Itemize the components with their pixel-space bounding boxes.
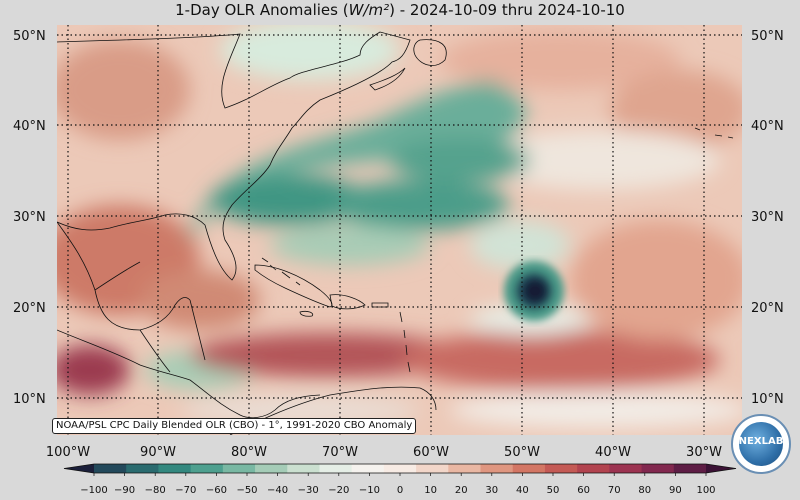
colorbar-cell bbox=[416, 464, 449, 473]
lon-labels: 100°W 90°W 80°W 70°W 60°W 50°W 40°W 30°W bbox=[46, 445, 722, 460]
colorbar-cell bbox=[480, 464, 514, 473]
hispaniola bbox=[329, 294, 366, 310]
bahamas bbox=[261, 257, 301, 286]
colorbar-labels: −100 −90 −80 −70 −60 −50 −40 −30 −20 −10 0 10 20 30 40… bbox=[80, 473, 716, 496]
colorbar-cell bbox=[319, 464, 353, 473]
lat-label-30n-right: 30°N bbox=[751, 210, 784, 225]
colorbar-cell bbox=[383, 464, 417, 473]
colorbar-cell bbox=[544, 464, 578, 473]
olr-anomaly-field bbox=[57, 25, 742, 435]
lon-label-30w: 30°W bbox=[686, 445, 722, 460]
colorbar-cell bbox=[287, 464, 320, 473]
cuba bbox=[254, 264, 333, 308]
colorbar-tick-label: 30 bbox=[485, 485, 498, 496]
colorbar-tick-label: 10 bbox=[424, 485, 437, 496]
lat-label-50n-right: 50°N bbox=[751, 29, 784, 44]
lat-label-40n: 40°N bbox=[13, 119, 46, 134]
colorbar-tick-label: 0 bbox=[397, 485, 403, 496]
colorbar-tick-label: 40 bbox=[516, 485, 529, 496]
colorbar-cell bbox=[351, 464, 385, 473]
colorbar-cell bbox=[448, 464, 482, 473]
lat-label-20n: 20°N bbox=[13, 301, 46, 316]
gulf-coast bbox=[57, 221, 191, 331]
us-east-coast bbox=[57, 31, 411, 281]
colorbar-tick-label: 100 bbox=[696, 485, 715, 496]
lat-label-20n-right: 20°N bbox=[751, 301, 784, 316]
colorbar-tick-label: −10 bbox=[359, 485, 380, 496]
colorbar-extend-max bbox=[706, 464, 736, 473]
globe-icon bbox=[739, 422, 783, 466]
title-prefix: 1-Day OLR Anomalies ( bbox=[175, 1, 349, 19]
azores bbox=[694, 127, 734, 139]
colorbar-tick-label: −90 bbox=[114, 485, 135, 496]
colorbar-tick-label: −20 bbox=[328, 485, 349, 496]
lat-label-10n-right: 10°N bbox=[751, 392, 784, 407]
graticule bbox=[57, 25, 742, 435]
colorbar-extend-min bbox=[64, 464, 94, 473]
lon-label-60w: 60°W bbox=[413, 445, 449, 460]
map-title: 1-Day OLR Anomalies (W/m²) - 2024-10-09 … bbox=[0, 1, 800, 19]
colorbar-cell bbox=[94, 464, 127, 473]
colorbar-cell bbox=[222, 464, 256, 473]
colorbar-tick-label: 80 bbox=[638, 485, 651, 496]
country-borders bbox=[94, 261, 206, 373]
colorbar-cell bbox=[577, 464, 610, 473]
lon-label-40w: 40°W bbox=[595, 445, 631, 460]
colorbar-cell bbox=[126, 464, 159, 473]
title-unit: W/m² bbox=[348, 1, 390, 19]
lon-label-100w: 100°W bbox=[46, 445, 90, 460]
colorbar-cell bbox=[190, 464, 224, 473]
colorbar-cell bbox=[609, 464, 643, 473]
logo-text: NEXLAB bbox=[738, 436, 784, 447]
colorbar-tick-label: 90 bbox=[669, 485, 682, 496]
newfoundland bbox=[413, 39, 447, 66]
title-suffix: ) - 2024-10-09 thru 2024-10-10 bbox=[389, 1, 625, 19]
colorbar-tick-label: 70 bbox=[608, 485, 621, 496]
colorbar-tick-label: 20 bbox=[455, 485, 468, 496]
lon-label-90w: 90°W bbox=[140, 445, 176, 460]
colorbar-tick-label: −80 bbox=[145, 485, 166, 496]
south-america bbox=[229, 386, 437, 435]
data-credit: NOAA/PSL CPC Daily Blended OLR (CBO) - 1… bbox=[52, 418, 417, 434]
colorbar-cell bbox=[512, 464, 546, 473]
nova-scotia bbox=[369, 67, 406, 91]
coastlines bbox=[57, 31, 734, 435]
colorbar-tick-label: −100 bbox=[80, 485, 107, 496]
colorbar-cell bbox=[158, 464, 192, 473]
colorbar: −100 −90 −80 −70 −60 −50 −40 −30 −20 −10 0 10 20 30 40… bbox=[63, 463, 737, 496]
colorbar-tick-label: −30 bbox=[298, 485, 319, 496]
colorbar-cells bbox=[63, 463, 737, 474]
colorbar-tick-label: −50 bbox=[236, 485, 257, 496]
colorbar-tick-label: −60 bbox=[206, 485, 227, 496]
central-america bbox=[57, 329, 321, 419]
colorbar-cell bbox=[673, 464, 707, 473]
colorbar-tick-label: 60 bbox=[577, 485, 590, 496]
lat-label-50n: 50°N bbox=[13, 29, 46, 44]
lat-label-40n-right: 40°N bbox=[751, 119, 784, 134]
jamaica bbox=[299, 310, 314, 317]
puerto-rico bbox=[371, 302, 389, 308]
colorbar-tick-label: −70 bbox=[175, 485, 196, 496]
colorbar-cell bbox=[641, 464, 675, 473]
lon-label-70w: 70°W bbox=[322, 445, 358, 460]
lat-labels-right: 50°N 40°N 30°N 20°N 10°N bbox=[751, 29, 784, 407]
antilles bbox=[399, 311, 411, 373]
lat-labels-left: 50°N 40°N 30°N 20°N 10°N bbox=[13, 29, 46, 407]
colorbar-cell bbox=[255, 464, 288, 473]
nexlab-logo: NEXLAB bbox=[731, 414, 791, 474]
lat-label-30n: 30°N bbox=[13, 210, 46, 225]
lon-label-50w: 50°W bbox=[504, 445, 540, 460]
colorbar-tick-label: −40 bbox=[267, 485, 288, 496]
colorbar-tick-label: 50 bbox=[547, 485, 560, 496]
lat-label-10n: 10°N bbox=[13, 392, 46, 407]
lon-label-80w: 80°W bbox=[231, 445, 267, 460]
